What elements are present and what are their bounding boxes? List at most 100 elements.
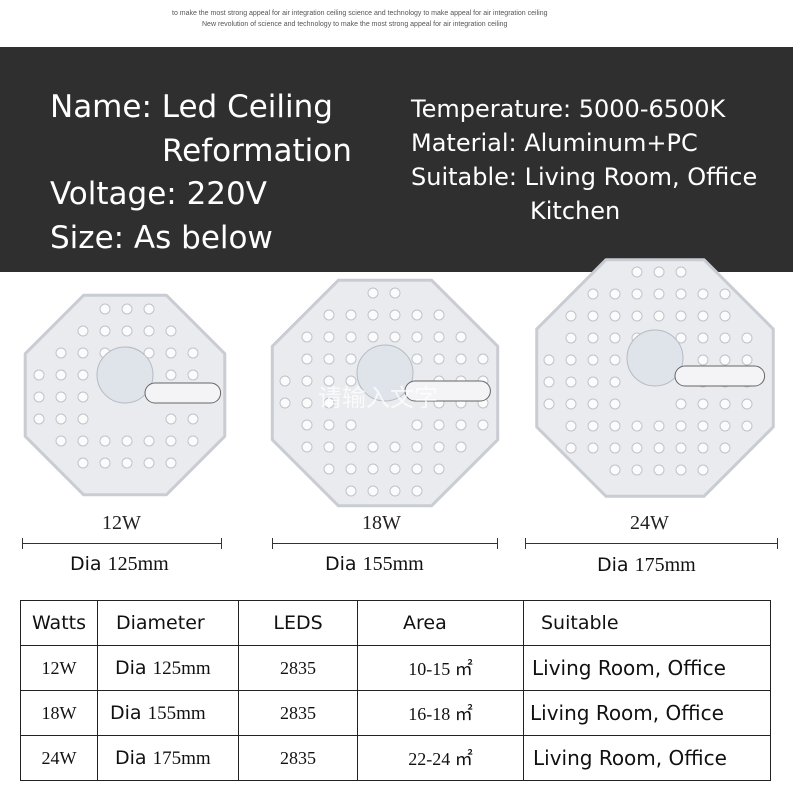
cell-suitable: Living Room, Office <box>523 645 771 691</box>
led-chip <box>609 332 621 344</box>
header-area: Area <box>357 600 524 646</box>
led-chip <box>389 441 401 453</box>
led-chip <box>631 420 643 432</box>
led-chip <box>609 376 621 388</box>
dia-prefix: Dia <box>115 656 147 679</box>
dia-value: 175mm <box>152 747 211 769</box>
led-chip <box>697 442 709 454</box>
led-chip <box>675 310 687 322</box>
led-chip <box>609 354 621 366</box>
cell-watts: 24W <box>20 735 98 781</box>
led-chip <box>477 419 489 431</box>
led-chip <box>455 441 467 453</box>
led-chip <box>33 391 45 403</box>
cell-leds: 2835 <box>238 690 358 736</box>
led-chip <box>565 398 577 410</box>
led-chip <box>587 398 599 410</box>
dia-value: 175mm <box>634 554 696 576</box>
led-chip <box>121 325 133 337</box>
led-chip <box>741 354 753 366</box>
led-chip <box>77 369 89 381</box>
led-chip <box>301 353 313 365</box>
spec-name: Name: Led Ceiling <box>50 89 333 125</box>
led-chip <box>719 398 731 410</box>
led-chip <box>77 347 89 359</box>
led-chip <box>345 353 357 365</box>
led-chip <box>187 435 199 447</box>
led-chip <box>165 325 177 337</box>
led-module-12w <box>23 293 227 497</box>
product-dia-18w: Dia 155mm <box>325 553 424 576</box>
led-chip <box>165 457 177 469</box>
led-chip <box>187 369 199 381</box>
led-chip <box>367 331 379 343</box>
led-chip <box>697 310 709 322</box>
led-chip <box>719 420 731 432</box>
led-chip <box>345 331 357 343</box>
led-chip <box>543 398 555 410</box>
led-chip <box>345 419 357 431</box>
led-modules-image <box>23 258 775 508</box>
led-chip <box>389 463 401 475</box>
led-chip <box>345 309 357 321</box>
led-chip <box>367 309 379 321</box>
led-chip <box>675 464 687 476</box>
led-chip <box>455 419 467 431</box>
led-chip <box>433 419 445 431</box>
led-chip <box>345 485 357 497</box>
led-chip <box>587 288 599 300</box>
led-chip <box>653 464 665 476</box>
led-chip <box>433 463 445 475</box>
led-chip <box>609 310 621 322</box>
led-chip <box>411 419 423 431</box>
led-chip <box>697 354 709 366</box>
watermark: 请输入文字 <box>318 384 438 412</box>
cell-area: 22-24 ㎡ <box>357 735 524 781</box>
dia-value: 125mm <box>152 657 211 679</box>
led-chip <box>301 397 313 409</box>
led-chip <box>55 435 67 447</box>
led-chip <box>741 398 753 410</box>
cell-watts: 18W <box>20 690 98 736</box>
led-chip <box>719 332 731 344</box>
led-chip <box>301 441 313 453</box>
led-chip <box>55 413 67 425</box>
led-chip <box>121 457 133 469</box>
led-chip <box>323 309 335 321</box>
led-chip <box>77 413 89 425</box>
led-chip <box>741 420 753 432</box>
led-chip <box>345 375 357 387</box>
cell-leds: 2835 <box>238 735 358 781</box>
dia-prefix: Dia <box>70 553 102 575</box>
led-chip <box>587 442 599 454</box>
led-chip <box>77 457 89 469</box>
cell-diameter: Dia 175mm <box>97 735 239 781</box>
led-chip <box>143 457 155 469</box>
cell-diameter: Dia 125mm <box>97 645 239 691</box>
led-chip <box>587 332 599 344</box>
led-chip <box>631 266 643 278</box>
led-chip <box>653 310 665 322</box>
led-chip <box>323 397 335 409</box>
led-chip <box>609 464 621 476</box>
led-chip <box>323 353 335 365</box>
led-chip <box>719 310 731 322</box>
table-row: 12W Dia 125mm 2835 10-15 ㎡ Living Room, … <box>20 645 771 691</box>
led-chip <box>565 420 577 432</box>
led-chip <box>301 375 313 387</box>
dia-prefix: Dia <box>110 701 142 724</box>
led-chip <box>411 441 423 453</box>
led-chip <box>587 354 599 366</box>
led-chip <box>719 288 731 300</box>
led-chip <box>367 463 379 475</box>
led-chip <box>99 457 111 469</box>
led-chip <box>697 332 709 344</box>
led-chip <box>323 419 335 431</box>
dia-prefix: Dia <box>597 554 629 576</box>
led-chip <box>411 309 423 321</box>
led-chip <box>323 441 335 453</box>
led-chip <box>653 442 665 454</box>
spec-size: Size: As below <box>50 220 273 256</box>
dimension-line-24w <box>525 538 778 549</box>
led-chip <box>565 332 577 344</box>
